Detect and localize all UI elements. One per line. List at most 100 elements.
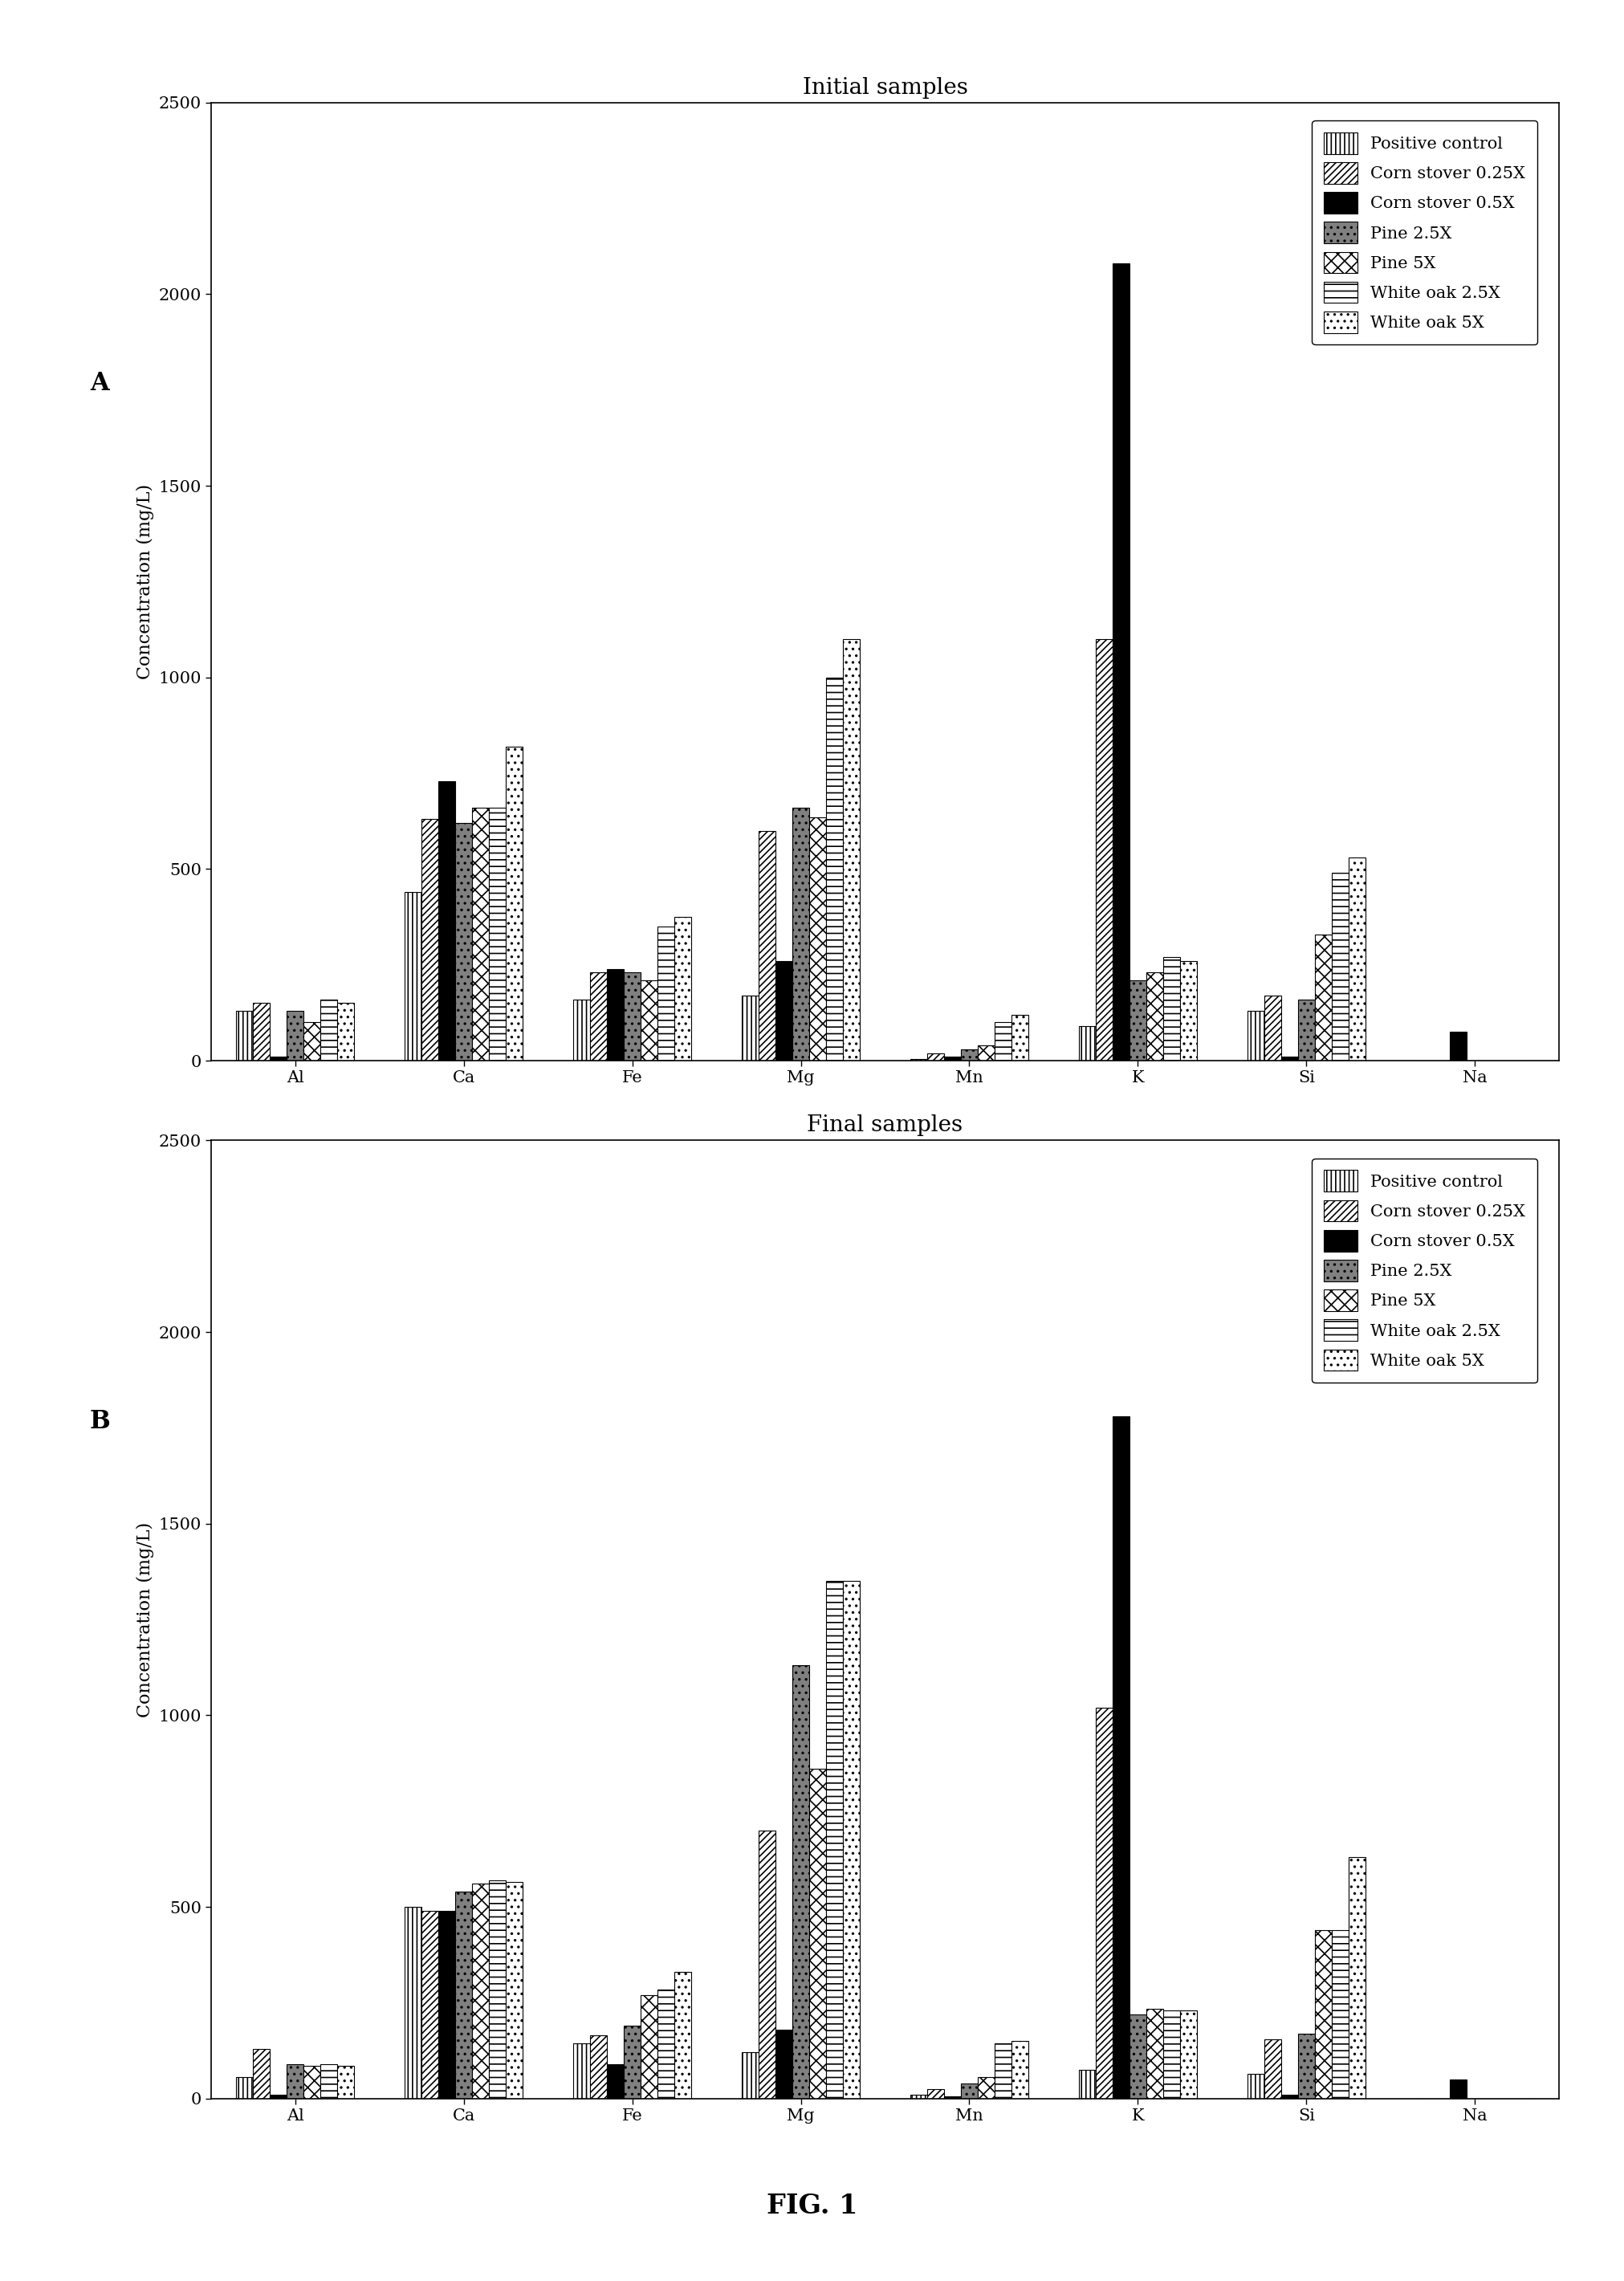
Bar (438, 1911, 455, 2099)
Bar (927, 1054, 944, 1061)
Legend: Positive control, Corn stover 0.25X, Corn stover 0.5X, Pine 2.5X, Pine 5X, White: Positive control, Corn stover 0.25X, Cor… (1312, 1159, 1538, 1382)
Bar (287, 2064, 304, 2099)
Bar (1450, 1031, 1466, 1061)
Bar (1315, 935, 1332, 1061)
Bar (237, 2078, 253, 2099)
Bar (827, 677, 843, 1061)
Bar (270, 2094, 287, 2099)
Bar (438, 780, 455, 1061)
Bar (843, 639, 859, 1061)
Bar (1247, 1010, 1263, 1061)
Bar (404, 892, 422, 1061)
Bar (489, 1880, 507, 2099)
Bar (253, 1004, 270, 1061)
Bar (573, 2044, 590, 2099)
Bar (978, 2078, 994, 2099)
Bar (1263, 2039, 1281, 2099)
Bar (1348, 1857, 1366, 2099)
Bar (624, 972, 641, 1061)
Bar (809, 1770, 827, 2099)
Bar (1315, 1930, 1332, 2099)
Bar (1332, 1930, 1348, 2099)
Bar (1263, 995, 1281, 1061)
Title: Initial samples: Initial samples (802, 78, 968, 98)
Bar (742, 2053, 758, 2099)
Bar (404, 1907, 422, 2099)
Text: A: A (89, 372, 109, 397)
Bar (253, 2048, 270, 2099)
Bar (978, 1045, 994, 1061)
Bar (641, 981, 658, 1061)
Bar (1129, 981, 1147, 1061)
Bar (473, 1884, 489, 2099)
Bar (793, 807, 809, 1061)
Bar (961, 2083, 978, 2099)
Bar (827, 1581, 843, 2099)
Bar (473, 807, 489, 1061)
Bar (994, 1022, 1012, 1061)
Bar (422, 1911, 438, 2099)
Bar (338, 2067, 354, 2099)
Bar (590, 2035, 607, 2099)
Bar (1012, 2041, 1028, 2099)
Bar (793, 1665, 809, 2099)
Bar (338, 1004, 354, 1061)
Bar (911, 2094, 927, 2099)
Bar (1112, 1417, 1129, 2099)
Bar (1181, 2010, 1197, 2099)
Bar (489, 807, 507, 1061)
Bar (1163, 2010, 1181, 2099)
Bar (624, 2026, 641, 2099)
Bar (1247, 2073, 1263, 2099)
Bar (1147, 972, 1163, 1061)
Bar (455, 823, 473, 1061)
Bar (658, 1989, 674, 2099)
Bar (287, 1010, 304, 1061)
Bar (237, 1010, 253, 1061)
Bar (758, 1829, 776, 2099)
Legend: Positive control, Corn stover 0.25X, Corn stover 0.5X, Pine 2.5X, Pine 5X, White: Positive control, Corn stover 0.25X, Cor… (1312, 121, 1538, 344)
Bar (1332, 874, 1348, 1061)
Bar (1078, 2069, 1096, 2099)
Bar (1078, 1026, 1096, 1061)
Bar (843, 1581, 859, 2099)
Bar (674, 1973, 692, 2099)
Bar (1281, 2094, 1298, 2099)
Bar (1096, 1708, 1112, 2099)
Bar (1298, 2032, 1315, 2099)
Bar (320, 999, 338, 1061)
Bar (590, 972, 607, 1061)
Bar (674, 917, 692, 1061)
Bar (776, 960, 793, 1061)
Bar (1450, 2080, 1466, 2099)
Bar (994, 2044, 1012, 2099)
Bar (270, 1056, 287, 1061)
Bar (658, 926, 674, 1061)
Bar (455, 1891, 473, 2099)
Bar (422, 819, 438, 1061)
Bar (1281, 1056, 1298, 1061)
Bar (809, 817, 827, 1061)
Bar (1348, 858, 1366, 1061)
Bar (758, 830, 776, 1061)
Bar (507, 1882, 523, 2099)
Bar (1181, 960, 1197, 1061)
Bar (1096, 639, 1112, 1061)
Bar (742, 995, 758, 1061)
Bar (573, 999, 590, 1061)
Bar (927, 2089, 944, 2099)
Bar (944, 1056, 961, 1061)
Bar (607, 2064, 624, 2099)
Bar (961, 1049, 978, 1061)
Bar (776, 2030, 793, 2099)
Bar (1112, 265, 1129, 1061)
Bar (607, 969, 624, 1061)
Bar (304, 1022, 320, 1061)
Text: B: B (89, 1410, 110, 1435)
Y-axis label: Concentration (mg/L): Concentration (mg/L) (136, 1521, 154, 1718)
Bar (1298, 999, 1315, 1061)
Bar (1163, 958, 1181, 1061)
Bar (1147, 2010, 1163, 2099)
Bar (507, 746, 523, 1061)
Text: FIG. 1: FIG. 1 (767, 2192, 857, 2219)
